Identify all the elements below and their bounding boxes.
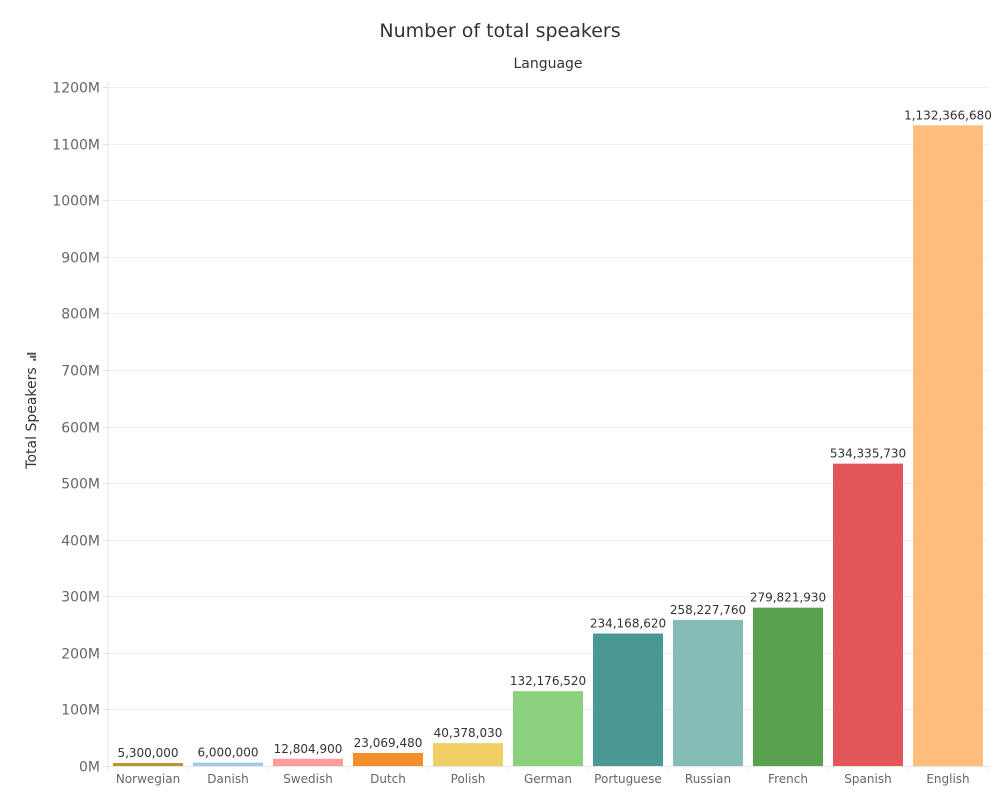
- data-labels: 5,300,000 6,000,000 12,804,900 23,069,480 40…: [117, 108, 991, 760]
- data-label-spanish: 534,335,730: [830, 447, 906, 461]
- bar-german[interactable]: [513, 691, 583, 766]
- data-label-english: 1,132,366,680: [904, 108, 992, 122]
- x-category-label[interactable]: Spanish: [844, 772, 891, 786]
- data-label-polish: 40,378,030: [434, 726, 503, 740]
- data-label-danish: 6,000,000: [197, 746, 258, 760]
- bar-spanish[interactable]: [833, 463, 903, 766]
- x-axis-categories: Norwegian Danish Swedish Dutch Polish German P…: [116, 772, 970, 786]
- x-category-label[interactable]: Polish: [451, 772, 486, 786]
- bar-english[interactable]: [913, 125, 983, 767]
- column-header: Language: [513, 56, 583, 72]
- data-label-dutch: 23,069,480: [354, 736, 423, 750]
- bar-polish[interactable]: [433, 743, 503, 766]
- chart-title: Number of total speakers: [379, 20, 621, 42]
- x-category-label[interactable]: French: [768, 772, 808, 786]
- sort-descending-icon[interactable]: [24, 351, 40, 361]
- y-tick-label: 500M: [61, 477, 100, 493]
- x-category-label[interactable]: Norwegian: [116, 772, 180, 786]
- y-tick-label: 0M: [79, 760, 100, 776]
- y-axis-title[interactable]: Total Speakers: [24, 351, 40, 469]
- y-tick-label: 700M: [61, 364, 100, 380]
- x-category-label[interactable]: Portuguese: [594, 772, 662, 786]
- data-label-swedish: 12,804,900: [274, 742, 343, 756]
- y-axis-ticks: 0M 100M 200M 300M 400M 500M 600M 700M 800M 900M 10…: [52, 81, 100, 776]
- bar-dutch[interactable]: [353, 752, 423, 766]
- x-category-label[interactable]: German: [524, 772, 572, 786]
- y-tick-label: 400M: [61, 534, 100, 550]
- y-tick-label: 300M: [61, 590, 100, 606]
- y-axis-title-container: Total Speakers: [22, 340, 42, 480]
- data-label-portuguese: 234,168,620: [590, 616, 666, 630]
- bars: [113, 125, 983, 767]
- x-category-label[interactable]: Dutch: [370, 772, 406, 786]
- y-tick-label: 900M: [61, 251, 100, 267]
- y-tick-label: 1100M: [52, 138, 100, 154]
- data-label-french: 279,821,930: [750, 591, 826, 605]
- bar-portuguese[interactable]: [593, 633, 663, 766]
- y-tick-label: 1200M: [52, 81, 100, 97]
- data-label-russian: 258,227,760: [670, 603, 746, 617]
- x-category-label[interactable]: Danish: [207, 772, 248, 786]
- y-tick-label: 200M: [61, 647, 100, 663]
- bar-norwegian[interactable]: [113, 763, 183, 766]
- bar-russian[interactable]: [673, 619, 743, 766]
- y-tick-label: 1000M: [52, 194, 100, 210]
- y-tick-label: 600M: [61, 421, 100, 437]
- data-label-norwegian: 5,300,000: [117, 746, 178, 760]
- y-tick-label: 100M: [61, 703, 100, 719]
- x-category-label[interactable]: Russian: [685, 772, 731, 786]
- bar-french[interactable]: [753, 607, 823, 766]
- x-category-label[interactable]: English: [926, 772, 969, 786]
- bar-danish[interactable]: [193, 762, 263, 766]
- y-tick-label: 800M: [61, 307, 100, 323]
- x-category-label[interactable]: Swedish: [283, 772, 333, 786]
- bar-swedish[interactable]: [273, 758, 343, 766]
- data-label-german: 132,176,520: [510, 674, 586, 688]
